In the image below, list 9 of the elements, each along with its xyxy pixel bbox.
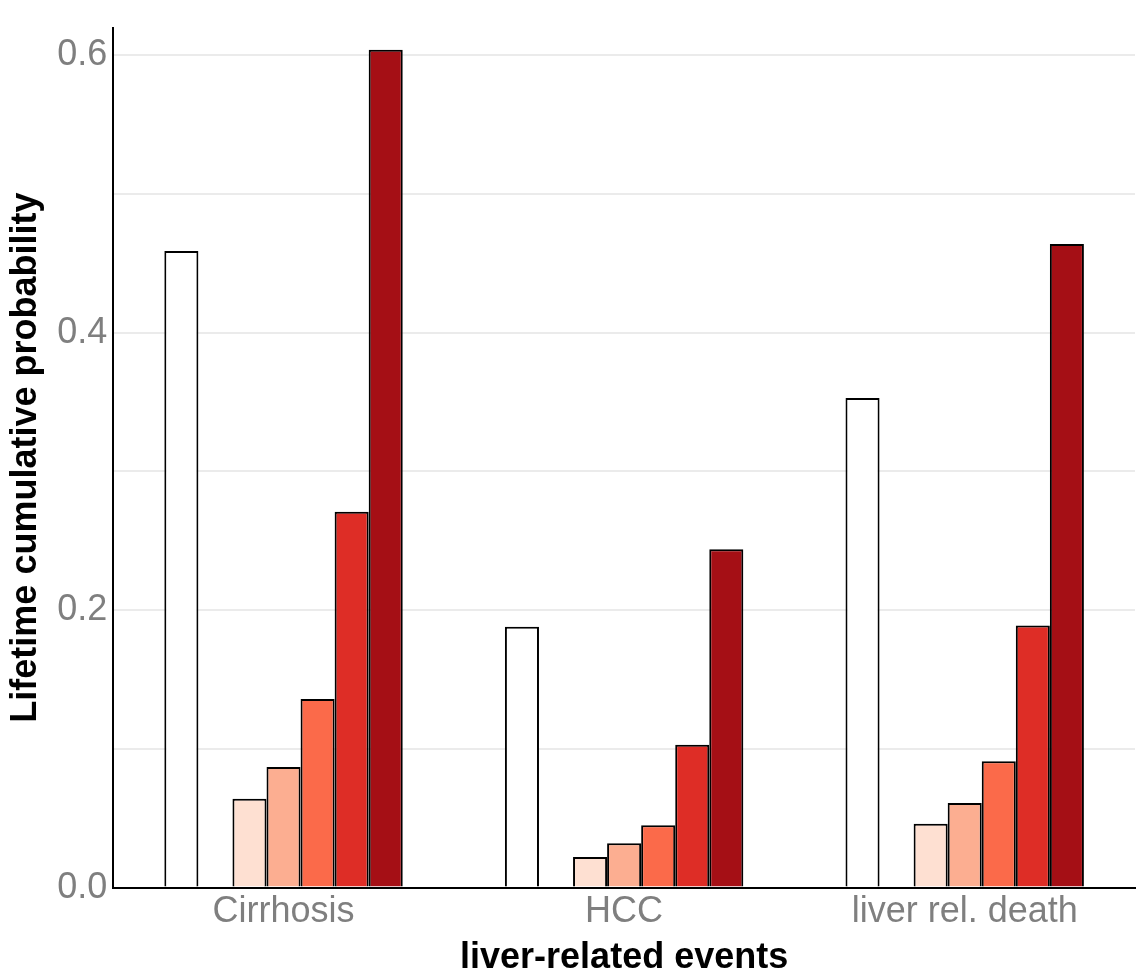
y-tick-label: 0.2: [57, 587, 108, 629]
y-axis-title: Lifetime cumulative probability: [2, 192, 44, 723]
y-tick-label: 0.6: [57, 32, 108, 74]
y-tick-label: 0.4: [57, 309, 108, 351]
x-tick-label: HCC: [585, 889, 664, 931]
x-tick-label: liver rel. death: [851, 889, 1078, 931]
y-tick-label: 0.0: [57, 864, 108, 906]
x-tick-label: Cirrhosis: [212, 889, 355, 931]
x-axis-title: liver-related events: [460, 935, 789, 977]
